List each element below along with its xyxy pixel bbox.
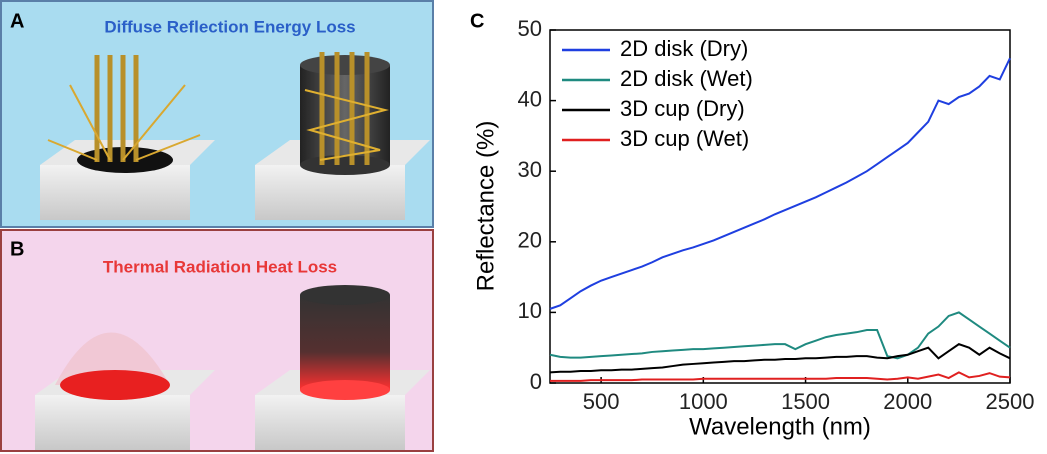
plot-frame [549, 29, 1011, 384]
illustration [40, 52, 430, 220]
panel-title: Thermal Radiation Heat Loss [103, 257, 337, 276]
series-line [549, 311, 1011, 360]
legend-label: 3D cup (Dry) [620, 96, 745, 121]
y-tick-label: 40 [518, 86, 542, 111]
illustration [35, 285, 430, 450]
y-axis-label: Reflectance (%) [472, 121, 499, 292]
x-axis-label: Wavelength (nm) [689, 413, 871, 440]
series-line [550, 371, 1011, 382]
y-tick-label: 10 [518, 298, 542, 323]
panel-label: C [470, 10, 484, 32]
series-line [549, 57, 1011, 310]
x-tick-label: 2500 [986, 389, 1035, 414]
y-tick-label: 0 [530, 369, 542, 394]
panel-label: B [10, 238, 24, 260]
legend-label: 3D cup (Wet) [620, 126, 749, 151]
legend-label: 2D disk (Wet) [620, 66, 753, 91]
panel-label: A [10, 10, 24, 32]
series-line [549, 343, 1011, 374]
x-tick-label: 500 [583, 389, 620, 414]
y-tick-label: 50 [518, 16, 542, 41]
y-tick-label: 30 [518, 157, 542, 182]
y-tick-label: 20 [518, 228, 542, 253]
x-tick-label: 1000 [679, 389, 728, 414]
legend-label: 2D disk (Dry) [620, 36, 748, 61]
x-tick-label: 1500 [781, 389, 830, 414]
x-tick-label: 2000 [883, 389, 932, 414]
panel-title: Diffuse Reflection Energy Loss [104, 17, 355, 36]
